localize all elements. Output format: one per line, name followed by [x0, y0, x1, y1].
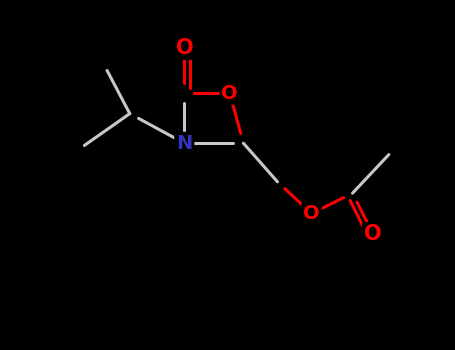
- Text: O: O: [176, 38, 193, 58]
- Text: N: N: [176, 134, 192, 153]
- Text: O: O: [222, 84, 238, 103]
- Text: O: O: [364, 224, 382, 244]
- Text: O: O: [303, 204, 320, 223]
